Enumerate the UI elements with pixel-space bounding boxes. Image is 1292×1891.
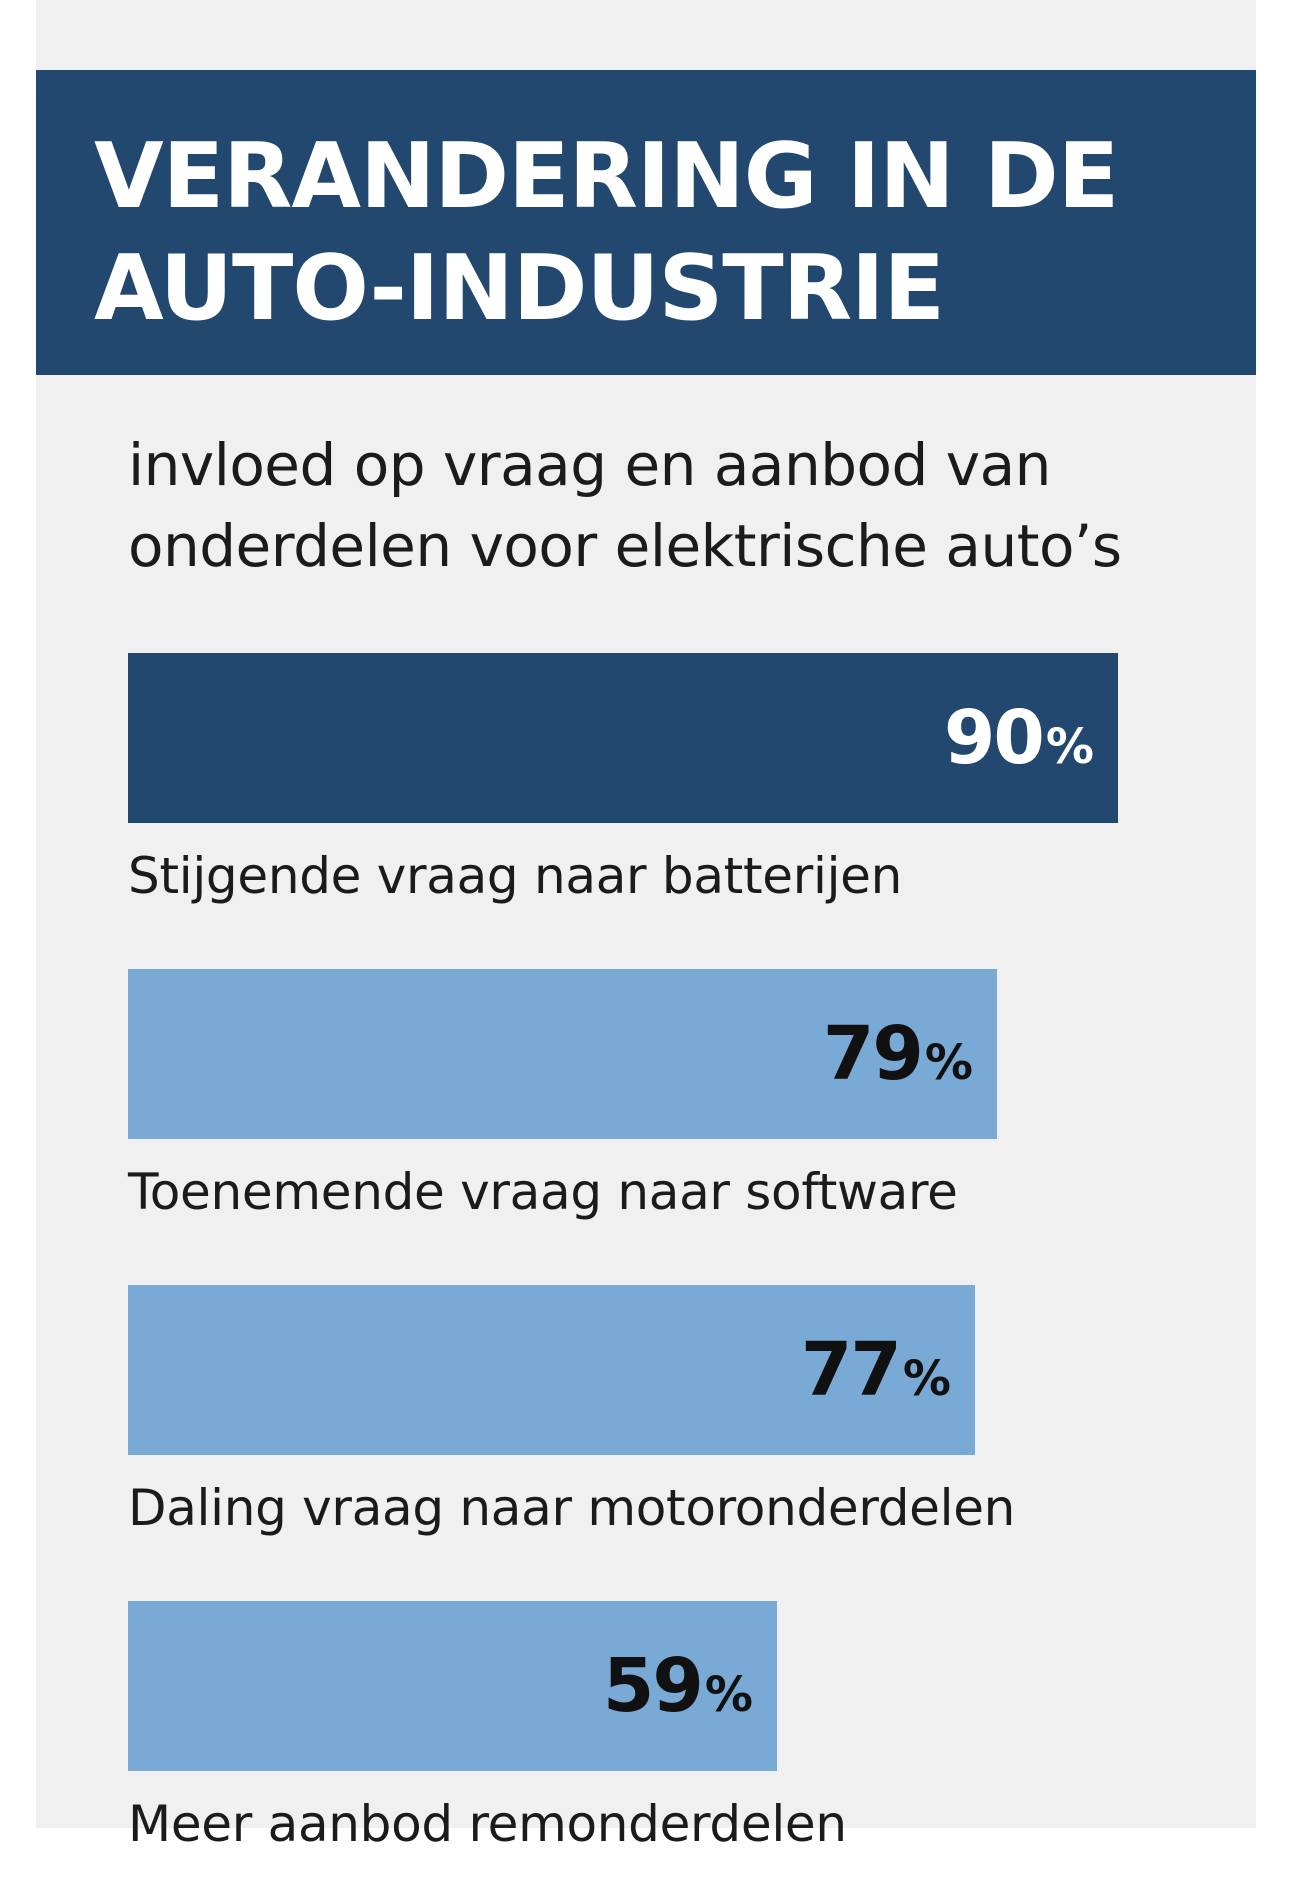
bar-value-unit: % xyxy=(704,1667,753,1723)
bar-value-label: 59% xyxy=(603,1639,753,1742)
bar: 59% xyxy=(128,1601,777,1771)
bar-chart: 90% Stijgende vraag naar batterijen 79% Toe… xyxy=(128,653,1228,1853)
category-label: Daling vraag naar motoronderdelen xyxy=(128,1479,1016,1537)
category-label: Stijgende vraag naar batterijen xyxy=(128,847,903,905)
bar: 79% xyxy=(128,969,997,1139)
bar-value-unit: % xyxy=(924,1035,973,1091)
title-banner xyxy=(36,70,1256,375)
bar-value-unit: % xyxy=(902,1351,951,1407)
bar: 77% xyxy=(128,1285,975,1455)
bar-value-unit: % xyxy=(1045,719,1094,775)
bar-value-label: 90% xyxy=(944,691,1094,794)
bar-value-number: 59 xyxy=(602,1643,704,1729)
bar-row: 79% Toenemende vraag naar software xyxy=(128,969,1228,1259)
bar-value-number: 77 xyxy=(800,1327,902,1413)
bar-row: 59% Meer aanbod remonderdelen xyxy=(128,1601,1228,1891)
bar-value-number: 90 xyxy=(943,695,1045,781)
bar-value-label: 77% xyxy=(801,1323,951,1426)
bar-value-label: 79% xyxy=(823,1007,973,1110)
bar-value-number: 79 xyxy=(822,1011,924,1097)
bar: 90% xyxy=(128,653,1118,823)
bar-row: 90% Stijgende vraag naar batterijen xyxy=(128,653,1228,943)
category-label: Meer aanbod remonderdelen xyxy=(128,1795,847,1853)
category-label: Toenemende vraag naar software xyxy=(128,1163,958,1221)
page-title: VERANDERING IN DE AUTO-INDUSTRIE xyxy=(94,124,1119,341)
bar-row: 77% Daling vraag naar motoronderdelen xyxy=(128,1285,1228,1575)
chart-subtitle: invloed op vraag en aanbod van onderdele… xyxy=(128,431,1122,580)
